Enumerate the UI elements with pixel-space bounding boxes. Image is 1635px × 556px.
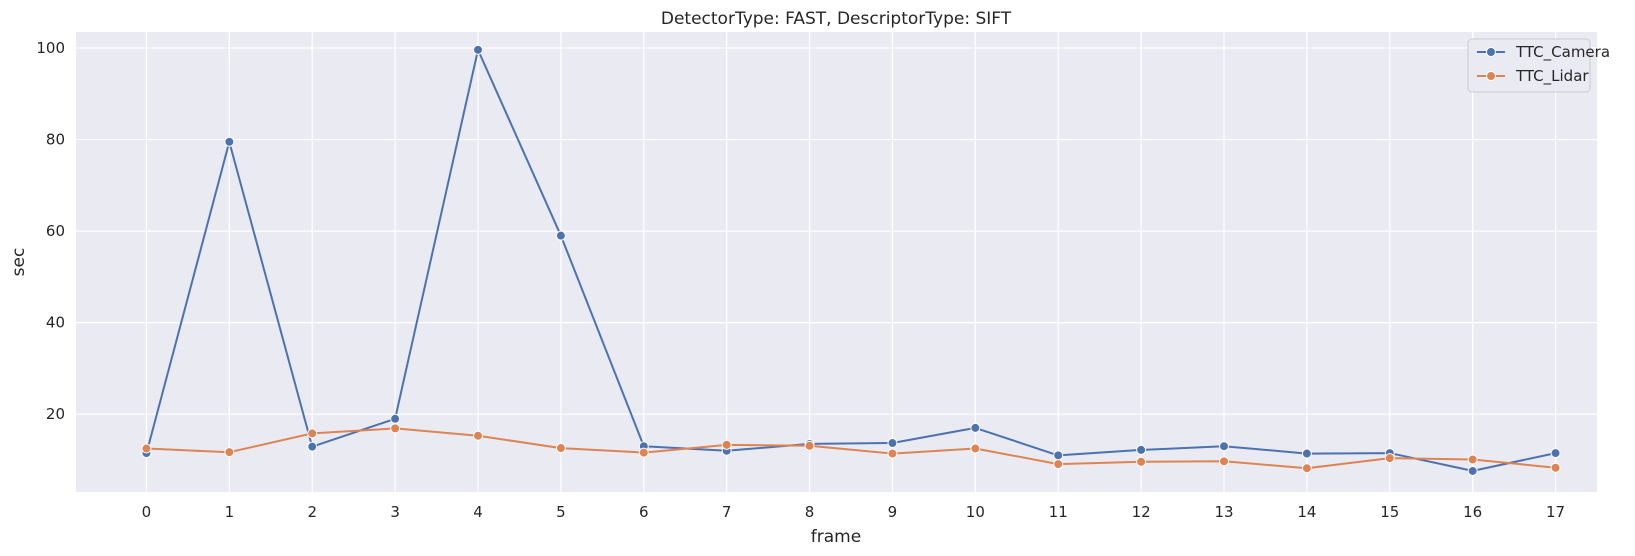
data-point-ttc-lidar [555, 443, 566, 454]
data-point-ttc-camera [1467, 465, 1478, 476]
data-point-ttc-camera [1301, 448, 1312, 459]
data-point-ttc-lidar [307, 428, 318, 439]
y-tick-label: 60 [46, 222, 65, 240]
x-tick-label: 16 [1463, 503, 1482, 521]
x-tick-label: 15 [1380, 503, 1399, 521]
chart-title: DetectorType: FAST, DescriptorType: SIFT [661, 9, 1012, 29]
data-point-ttc-lidar [1053, 459, 1064, 470]
x-axis-label: frame [811, 527, 861, 547]
data-point-ttc-camera [473, 44, 484, 55]
y-tick-label: 100 [36, 39, 65, 57]
data-point-ttc-camera [555, 230, 566, 241]
series-lines [145, 48, 1556, 472]
y-tick-label: 80 [46, 131, 65, 149]
series-line-ttc-lidar [146, 427, 1556, 470]
x-tick-label: 1 [225, 503, 235, 521]
legend-marker-ttc-camera [1486, 47, 1496, 57]
data-point-ttc-camera [1550, 448, 1561, 459]
x-tick-label: 12 [1132, 503, 1151, 521]
x-tick-label: 7 [722, 503, 732, 521]
data-point-ttc-camera [224, 136, 235, 147]
x-tick-label: 14 [1297, 503, 1316, 521]
data-point-ttc-lidar [804, 440, 815, 451]
x-tick-label: 2 [307, 503, 317, 521]
data-point-ttc-lidar [473, 430, 484, 441]
data-point-ttc-camera [1219, 441, 1230, 452]
data-point-ttc-camera [1053, 450, 1064, 461]
x-tick-labels: 0 1 2 3 4 5 6 7 8 9 10 11 12 13 14 15 16 17 [142, 503, 1565, 521]
x-tick-label: 9 [888, 503, 898, 521]
x-tick-label: 10 [966, 503, 985, 521]
x-tick-label: 4 [473, 503, 483, 521]
data-point-ttc-lidar [1384, 453, 1395, 464]
legend-label-ttc-camera: TTC_Camera [1515, 43, 1610, 62]
data-point-ttc-lidar [224, 447, 235, 458]
data-point-ttc-lidar [1301, 463, 1312, 474]
y-tick-labels: 20 40 60 80 100 [36, 39, 65, 423]
data-point-ttc-camera [887, 438, 898, 449]
x-tick-label: 0 [142, 503, 152, 521]
data-point-ttc-lidar [141, 443, 152, 454]
x-tick-label: 11 [1049, 503, 1068, 521]
series-line-ttc-camera [145, 48, 1556, 472]
y-tick-label: 40 [46, 314, 65, 332]
y-grid [76, 47, 1597, 415]
y-tick-label: 20 [46, 405, 65, 423]
data-point-ttc-lidar [887, 448, 898, 459]
legend-label-ttc-lidar: TTC_Lidar [1515, 67, 1589, 86]
x-tick-label: 17 [1546, 503, 1565, 521]
x-tick-label: 8 [805, 503, 815, 521]
data-point-ttc-camera [1136, 444, 1147, 455]
x-tick-label: 6 [639, 503, 649, 521]
data-point-ttc-lidar [1136, 456, 1147, 467]
x-tick-label: 13 [1214, 503, 1233, 521]
data-point-ttc-lidar [1219, 456, 1230, 467]
data-point-ttc-lidar [1467, 454, 1478, 465]
data-point-ttc-lidar [390, 423, 401, 434]
data-point-ttc-lidar [970, 443, 981, 454]
data-point-ttc-camera [390, 413, 401, 424]
data-point-ttc-camera [970, 422, 981, 433]
data-point-ttc-camera [307, 441, 318, 452]
x-tick-label: 5 [556, 503, 566, 521]
x-grid [145, 32, 1557, 492]
data-point-ttc-lidar [1550, 462, 1561, 473]
legend-marker-ttc-lidar [1486, 71, 1496, 81]
series-points [141, 44, 1561, 476]
plot-area [76, 32, 1597, 492]
y-axis-label: sec [9, 248, 29, 277]
x-tick-label: 3 [390, 503, 400, 521]
data-point-ttc-lidar [638, 447, 649, 458]
legend: TTC_Camera TTC_Lidar [1467, 38, 1610, 93]
data-point-ttc-lidar [721, 439, 732, 450]
